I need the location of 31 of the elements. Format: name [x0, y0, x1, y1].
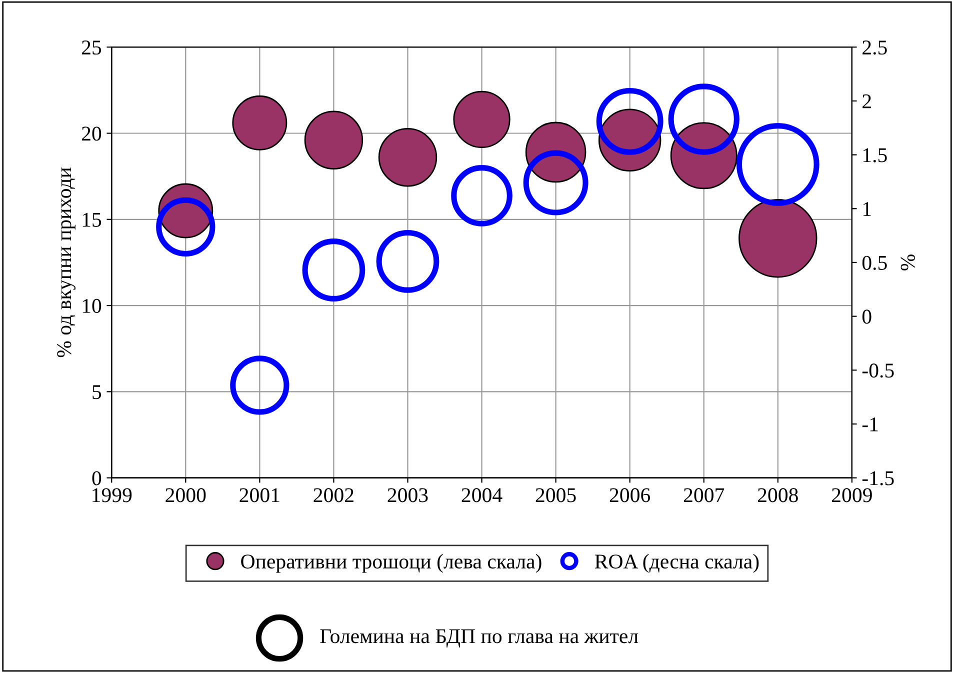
- x-tick-label: 2005: [536, 488, 576, 502]
- x-tick-label: 2001: [240, 488, 280, 502]
- x-tick-label: 2000: [166, 488, 206, 502]
- y-tick-label: 20: [82, 126, 102, 141]
- y2-tick-label: 1: [863, 202, 871, 216]
- y2-tick-label: -1.5: [862, 471, 894, 486]
- y-tick-label: 10: [82, 298, 102, 313]
- y2-tick-label: 1.5: [863, 148, 887, 162]
- y-tick-label: 25: [82, 40, 102, 55]
- y-tick-label: 0: [92, 471, 102, 486]
- x-tick-label: 2004: [462, 488, 502, 502]
- y2-axis-title: %: [900, 254, 915, 270]
- x-tick-label: 1999: [92, 488, 132, 502]
- x-tick-label: 2003: [388, 488, 428, 502]
- x-tick-label: 2002: [314, 488, 354, 502]
- text: Големина на БДП по глава на жител: [320, 629, 638, 648]
- x-tick-label: 2008: [758, 488, 798, 502]
- x-tick-label: 2007: [684, 488, 724, 502]
- y2-tick-label: 0: [862, 310, 872, 324]
- y2-tick-label: -0.5: [862, 364, 894, 378]
- x-tick-label: 2009: [832, 488, 872, 502]
- x-tick-label: 2006: [610, 488, 650, 502]
- y2-tick-label: 0.5: [862, 256, 887, 270]
- legend-label: ROA (десна скала): [594, 554, 759, 573]
- y-tick-label: 5: [92, 385, 102, 400]
- y2-tick-label: -1: [862, 417, 878, 432]
- y2-tick-label: 2.5: [862, 40, 887, 55]
- y-axis-title: % од вкупни приходи: [57, 168, 76, 358]
- y-tick-label: 15: [82, 212, 102, 227]
- y2-tick-label: 2: [862, 94, 871, 108]
- legend-label: Оперативни трошоци (лева скала): [241, 554, 542, 573]
